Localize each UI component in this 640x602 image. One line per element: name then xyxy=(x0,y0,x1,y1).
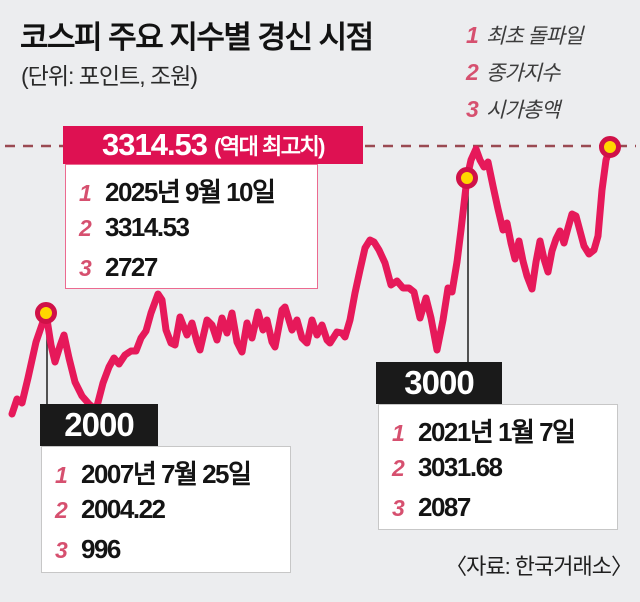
unit-note: (단위: 포인트, 조원) xyxy=(21,63,198,89)
milestone-3000-box: 1 2021년 1월 7일 2 3031.68 3 2087 xyxy=(378,404,618,530)
all-time-high-callout-header: 3314.53 (역대 최고치) xyxy=(63,126,363,164)
milestone-markers xyxy=(35,136,621,324)
milestone-2000-header: 2000 xyxy=(40,404,158,446)
m2000-row2-num: 2 xyxy=(55,497,68,523)
m3000-row3-value: 2087 xyxy=(418,492,471,522)
milestone-2000-box: 1 2007년 7월 25일 2 2004.22 3 996 xyxy=(41,446,291,573)
legend-label-1: 최초 돌파일 xyxy=(486,25,583,48)
legend-item-market-cap: 3 시가총액 xyxy=(466,94,582,124)
ath-value: 3314.53 xyxy=(101,127,208,162)
m2000-row-date: 1 2007년 7월 25일 xyxy=(55,454,290,494)
m3000-row2-value: 3031.68 xyxy=(418,452,503,482)
milestone-marker xyxy=(599,136,621,158)
m3000-row1-num: 1 xyxy=(392,420,405,446)
page-title: 코스피 주요 지수별 경신 시점 xyxy=(20,20,374,55)
legend-item-first-break: 1 최초 돌파일 xyxy=(466,20,583,50)
kospi-index-line xyxy=(8,144,614,418)
m3000-row-date: 1 2021년 1월 7일 xyxy=(392,412,617,452)
ath-note: (역대 최고치) xyxy=(214,134,325,159)
m3000-row-marketcap: 3 2087 xyxy=(392,492,617,532)
milestone-marker xyxy=(35,302,57,324)
ath-row-date: 1 2025년 9월 10일 xyxy=(79,172,317,212)
ath-row3-num: 3 xyxy=(79,255,92,281)
all-time-high-callout-box: 1 2025년 9월 10일 2 3314.53 3 2727 xyxy=(65,164,318,289)
legend-label-2: 종가지수 xyxy=(486,62,560,85)
source-credit: 〈자료: 한국거래소〉 xyxy=(445,554,633,579)
ath-row-index: 2 3314.53 xyxy=(79,212,317,252)
legend-num-2: 2 xyxy=(466,59,479,85)
ath-row3-value: 2727 xyxy=(105,252,158,282)
m3000-row2-num: 2 xyxy=(392,455,405,481)
legend-num-3: 3 xyxy=(466,96,479,122)
m2000-row2-value: 2004.22 xyxy=(81,494,166,524)
m2000-row3-num: 3 xyxy=(55,537,68,563)
milestone-marker xyxy=(456,167,478,189)
m2000-row1-value: 2007년 7월 25일 xyxy=(81,459,252,489)
milestone-3000-header: 3000 xyxy=(376,362,502,404)
ath-row1-value: 2025년 9월 10일 xyxy=(105,177,276,207)
ath-row-marketcap: 3 2727 xyxy=(79,252,317,292)
ath-row2-value: 3314.53 xyxy=(105,212,190,242)
m3000-row1-value: 2021년 1월 7일 xyxy=(418,417,576,447)
legend-item-closing-index: 2 종가지수 xyxy=(466,57,582,87)
m2000-row-marketcap: 3 996 xyxy=(55,534,290,574)
ath-row2-num: 2 xyxy=(79,215,92,241)
m2000-row3-value: 996 xyxy=(81,534,121,564)
m3000-row3-num: 3 xyxy=(392,495,405,521)
legend-label-3: 시가총액 xyxy=(486,99,560,122)
legend-num-1: 1 xyxy=(466,22,479,48)
m2000-row-index: 2 2004.22 xyxy=(55,494,290,534)
legend: 1 최초 돌파일 2 종가지수 3 시가총액 xyxy=(466,20,583,131)
ath-row1-num: 1 xyxy=(79,180,92,206)
m2000-row1-num: 1 xyxy=(55,462,68,488)
m3000-row-index: 2 3031.68 xyxy=(392,452,617,492)
